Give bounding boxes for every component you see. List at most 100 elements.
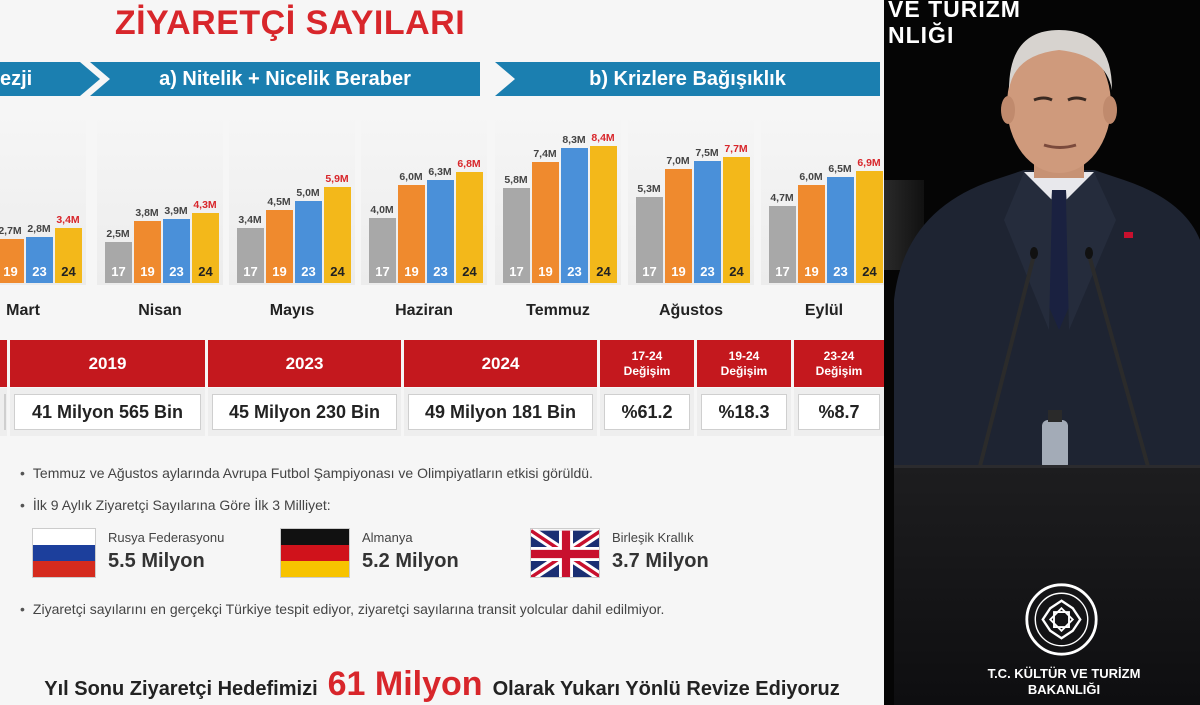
bar-mart-y23: 23 — [26, 237, 53, 283]
table-header-2023: 2023 — [205, 340, 401, 387]
bar-mayıs-y17: 17 — [237, 228, 264, 283]
bar-value-label: 5,0M — [296, 187, 320, 199]
ribbon-section-b: b) Krizlere Bağışıklık — [495, 62, 880, 96]
bar-mayıs-y24: 24 — [324, 187, 351, 283]
bar-haziran-y19: 19 — [398, 185, 425, 283]
bar-temmuz-y23: 23 — [561, 148, 588, 283]
ministry-name: T.C. KÜLTÜR VE TURİZM BAKANLIĞI — [984, 666, 1144, 698]
ribbon-section-a: a) Nitelik + Nicelik Beraber — [90, 62, 480, 96]
headline-post: Olarak Yukarı Yönlü Revize Ediyoruz — [492, 678, 840, 700]
bar-haziran-y23: 23 — [427, 180, 454, 283]
bar-eylül-y24: 24 — [856, 171, 883, 283]
bar-year-label: 19 — [140, 264, 155, 279]
bar-year-label: 24 — [198, 264, 213, 279]
bar-year-label: 19 — [804, 264, 819, 279]
bar-value-label: 2,7M — [0, 225, 22, 237]
bar-year-label: 24 — [596, 264, 611, 279]
change-label: Değişim — [720, 363, 768, 378]
bar-mart-y24: 24 — [55, 228, 82, 283]
bar-value-label: 7,5M — [695, 147, 719, 159]
bar-year-label: 24 — [330, 264, 345, 279]
month-label: Nisan — [138, 302, 182, 319]
russia-flag-icon — [32, 528, 96, 578]
presentation-slide: ZİYARETÇİ SAYILARI ezji a) Nitelik + Nic… — [0, 0, 884, 705]
bar-value-label: 3,9M — [164, 205, 188, 217]
bar-haziran-y24: 24 — [456, 172, 483, 283]
backdrop-line: VE TURİZM — [888, 0, 1021, 22]
bar-value-label: 7,0M — [666, 155, 690, 167]
month-label: Eylül — [804, 302, 844, 319]
ribbon-label: ezji — [0, 67, 33, 90]
table-cell-2023: 45 Milyon 230 Bin — [205, 388, 401, 436]
cell-value: 45 Milyon 230 Bin — [228, 401, 381, 422]
bar-mayıs-y19: 19 — [266, 210, 293, 283]
bar-year-label: 17 — [509, 264, 524, 279]
bar-value-label: 4,7M — [770, 192, 794, 204]
bar-year-label: 23 — [700, 264, 715, 279]
month-label: Mart — [6, 302, 40, 319]
table-cell-2024: 49 Milyon 181 Bin — [401, 388, 597, 436]
bar-value-label: 2,5M — [106, 228, 130, 240]
bar-value-label: 7,7M — [724, 143, 748, 155]
bar-temmuz-y19: 19 — [532, 162, 559, 283]
month-label: Ağustos — [659, 302, 723, 319]
ribbon-label: b) Krizlere Bağışıklık — [589, 67, 786, 90]
bar-value-label: 5,3M — [637, 183, 661, 195]
change-label: Değişim — [623, 363, 671, 378]
country-name: Almanya — [362, 530, 413, 545]
bar-nisan-y17: 17 — [105, 242, 132, 283]
bar-year-label: 23 — [567, 264, 582, 279]
bar-ağustos-y17: 17 — [636, 197, 663, 283]
bar-value-label: 3,8M — [135, 207, 159, 219]
month-label: Mayıs — [269, 302, 315, 319]
cell-value: %18.3 — [718, 401, 770, 422]
month-label: Temmuz — [526, 302, 590, 319]
table-cell-change-19-24: %18.3 — [694, 388, 791, 436]
bar-value-label: 3,4M — [238, 214, 262, 226]
country-name: Rusya Federasyonu — [108, 530, 225, 545]
bar-temmuz-y17: 17 — [503, 188, 530, 283]
bar-eylül-y23: 23 — [827, 177, 854, 283]
country-value: 5.2 Milyon — [362, 550, 459, 572]
slide-title: ZİYARETÇİ SAYILARI — [114, 4, 466, 42]
bar-value-label: 8,4M — [591, 132, 615, 144]
bar-year-label: 23 — [433, 264, 448, 279]
bar-year-label: 23 — [301, 264, 316, 279]
bar-value-label: 7,4M — [533, 148, 557, 160]
germany-flag-icon — [280, 528, 350, 578]
speaker-video: VE TURİZM NLIĞI — [884, 0, 1200, 705]
ministry-line: BAKANLIĞI — [1027, 682, 1101, 697]
change-period: 23-24 — [823, 348, 855, 363]
table-header-change-17-24: 17-24 Değişim — [597, 340, 694, 387]
bar-mayıs-y23: 23 — [295, 201, 322, 283]
headline-target: 61 Milyon — [327, 665, 483, 703]
cell-value: 49 Milyon 181 Bin — [424, 401, 577, 422]
bar-year-label: 24 — [61, 264, 76, 279]
uk-flag-icon — [530, 528, 600, 578]
bar-year-label: 17 — [375, 264, 390, 279]
table-header-change-23-24: 23-24 Değişim — [791, 340, 884, 387]
bar-value-label: 5,9M — [325, 173, 349, 185]
bar-year-label: 24 — [462, 264, 477, 279]
bar-value-label: 3,4M — [56, 214, 80, 226]
country-uk: Birleşik Krallık 3.7 Milyon — [530, 528, 750, 580]
change-period: 19-24 — [728, 348, 760, 363]
bar-year-label: 17 — [243, 264, 258, 279]
table-cell-change-23-24: %8.7 — [791, 388, 884, 436]
bar-nisan-y19: 19 — [134, 221, 161, 283]
country-value: 3.7 Milyon — [612, 550, 709, 572]
bar-value-label: 6,0M — [799, 171, 823, 183]
bar-ağustos-y19: 19 — [665, 169, 692, 283]
cell-value: %8.7 — [818, 401, 860, 422]
month-label: Haziran — [395, 302, 453, 319]
ribbon-label: a) Nitelik + Nicelik Beraber — [159, 67, 411, 90]
bar-year-label: 19 — [538, 264, 553, 279]
table-value-row: 41 Milyon 565 Bin 45 Milyon 230 Bin 49 M… — [0, 388, 884, 436]
bar-year-label: 24 — [862, 264, 877, 279]
note-item: Temmuz ve Ağustos aylarında Avrupa Futbo… — [20, 465, 593, 481]
country-name: Birleşik Krallık — [612, 530, 694, 545]
bar-year-label: 23 — [169, 264, 184, 279]
headline-banner: Yıl Sonu Ziyaretçi Hedefimizi 61 Milyon … — [0, 665, 884, 705]
country-value: 5.5 Milyon — [108, 550, 205, 572]
